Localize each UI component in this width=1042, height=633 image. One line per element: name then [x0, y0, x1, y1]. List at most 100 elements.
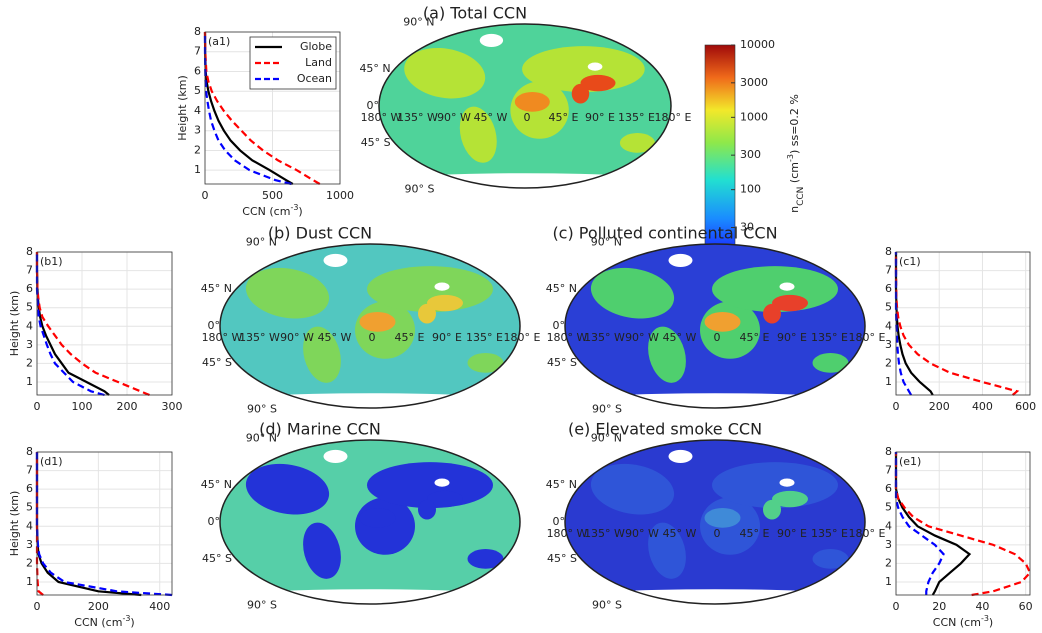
- map-region: [571, 83, 590, 104]
- map-region: [404, 47, 486, 99]
- map-region: [587, 62, 603, 71]
- lat-label: 0°: [553, 319, 566, 332]
- map-title: (e) Elevated smoke CCN: [568, 420, 762, 439]
- legend-label: Ocean: [297, 72, 332, 85]
- axis-label: CCN (cm-3): [933, 614, 993, 629]
- lat-label: 45° S: [202, 356, 232, 369]
- lon-label: 180° W: [547, 527, 588, 540]
- axis-label: CCN (cm-3): [74, 614, 134, 629]
- lat-label: 45° S: [547, 552, 577, 565]
- plot-area: [37, 452, 172, 595]
- lat-label: 90° N: [403, 15, 434, 28]
- y-tick-label: 4: [194, 104, 201, 117]
- lon-label: 180° E: [504, 331, 541, 344]
- y-axis-label: Height (km): [176, 75, 189, 141]
- map-region: [668, 449, 693, 463]
- x-tick-label: 100: [72, 400, 93, 413]
- map-region: [704, 508, 741, 528]
- y-tick-label: 1: [26, 575, 33, 588]
- colorbar: [704, 44, 736, 263]
- lon-label: 0: [714, 527, 721, 540]
- x-tick-label: 400: [149, 600, 170, 613]
- y-tick-label: 3: [26, 338, 33, 351]
- label-part: ): [989, 616, 993, 629]
- lat-label: 90° S: [247, 403, 277, 416]
- lon-label: 45° W: [474, 111, 508, 124]
- y-tick-label: 5: [885, 301, 892, 314]
- plot-area: [37, 252, 172, 395]
- y-tick-label: 7: [194, 45, 201, 58]
- map-region: [772, 294, 808, 312]
- x-tick-label: 200: [929, 400, 950, 413]
- y-tick-label: 7: [26, 264, 33, 277]
- map-region: [427, 490, 463, 508]
- axes-frame: [36, 251, 173, 396]
- lon-label: 0: [369, 331, 376, 344]
- y-tick-label: 5: [26, 301, 33, 314]
- lon-label: 135° W: [397, 111, 438, 124]
- lat-label: 0°: [553, 515, 566, 528]
- y-tick-label: 7: [885, 264, 892, 277]
- y-tick-label: 4: [885, 519, 892, 532]
- axis-label: CCN (cm-3): [242, 203, 302, 218]
- y-tick-label: 2: [885, 356, 892, 369]
- lon-label: 90° W: [437, 111, 471, 124]
- colorbar-tick-label: 3000: [740, 76, 768, 89]
- lon-label: 90° W: [625, 527, 659, 540]
- colorbar-tick-label: 300: [740, 148, 761, 161]
- y-tick-label: 8: [194, 25, 201, 38]
- lat-label: 45° N: [201, 478, 232, 491]
- label-part: CCN (cm: [74, 616, 122, 629]
- y-tick-label: 3: [26, 538, 33, 551]
- map-region: [323, 449, 348, 463]
- plot-area: [896, 452, 1030, 595]
- map-region: [459, 106, 497, 163]
- lat-label: 90° N: [591, 235, 622, 248]
- map-outline: [564, 243, 866, 409]
- x-tick-label: 300: [162, 400, 183, 413]
- label-part: n: [788, 206, 801, 213]
- y-tick-label: 6: [885, 282, 892, 295]
- map-region: [704, 312, 741, 332]
- axis-label: nCCN (cm-3) ss=0.2 %: [786, 94, 806, 213]
- y-tick-label: 3: [194, 124, 201, 137]
- x-tick-label: 600: [1015, 400, 1036, 413]
- panel-label: (e1): [899, 455, 921, 468]
- lon-label: 180° W: [547, 331, 588, 344]
- lon-label: 90° W: [280, 331, 314, 344]
- lon-label: 135° W: [239, 331, 280, 344]
- lon-label: 0: [714, 331, 721, 344]
- y-tick-label: 6: [26, 282, 33, 295]
- map-region: [418, 303, 436, 324]
- y-tick-label: 5: [26, 501, 33, 514]
- label-part: -3: [786, 154, 795, 162]
- x-tick-label: 0: [34, 400, 41, 413]
- map-region: [619, 133, 655, 153]
- map-region: [812, 549, 849, 569]
- lon-label: 45° W: [318, 331, 352, 344]
- x-tick-label: 0: [34, 600, 41, 613]
- panel-label: (c1): [899, 255, 921, 268]
- y-tick-label: 5: [885, 501, 892, 514]
- plot-area: [896, 252, 1030, 395]
- label-part: -3: [122, 614, 130, 623]
- lon-label: 135° W: [584, 527, 625, 540]
- lat-label: 0°: [367, 99, 380, 112]
- map-region: [779, 282, 795, 291]
- y-tick-label: 8: [26, 245, 33, 258]
- x-tick-label: 60: [1019, 600, 1033, 613]
- lat-label: 45° S: [361, 136, 391, 149]
- y-tick-label: 1: [885, 375, 892, 388]
- lon-label: 45° W: [663, 527, 697, 540]
- profile-line: [35, 252, 150, 397]
- y-tick-label: 1: [885, 575, 892, 588]
- lon-label: 90° E: [585, 111, 615, 124]
- map-title: (d) Marine CCN: [259, 420, 381, 439]
- lon-label: 180° E: [849, 527, 886, 540]
- y-tick-label: 4: [26, 519, 33, 532]
- lon-label: 45° E: [740, 331, 770, 344]
- x-tick-label: 500: [262, 189, 283, 202]
- x-tick-label: 200: [117, 400, 138, 413]
- lon-label: 90° E: [777, 331, 807, 344]
- y-tick-label: 1: [194, 163, 201, 176]
